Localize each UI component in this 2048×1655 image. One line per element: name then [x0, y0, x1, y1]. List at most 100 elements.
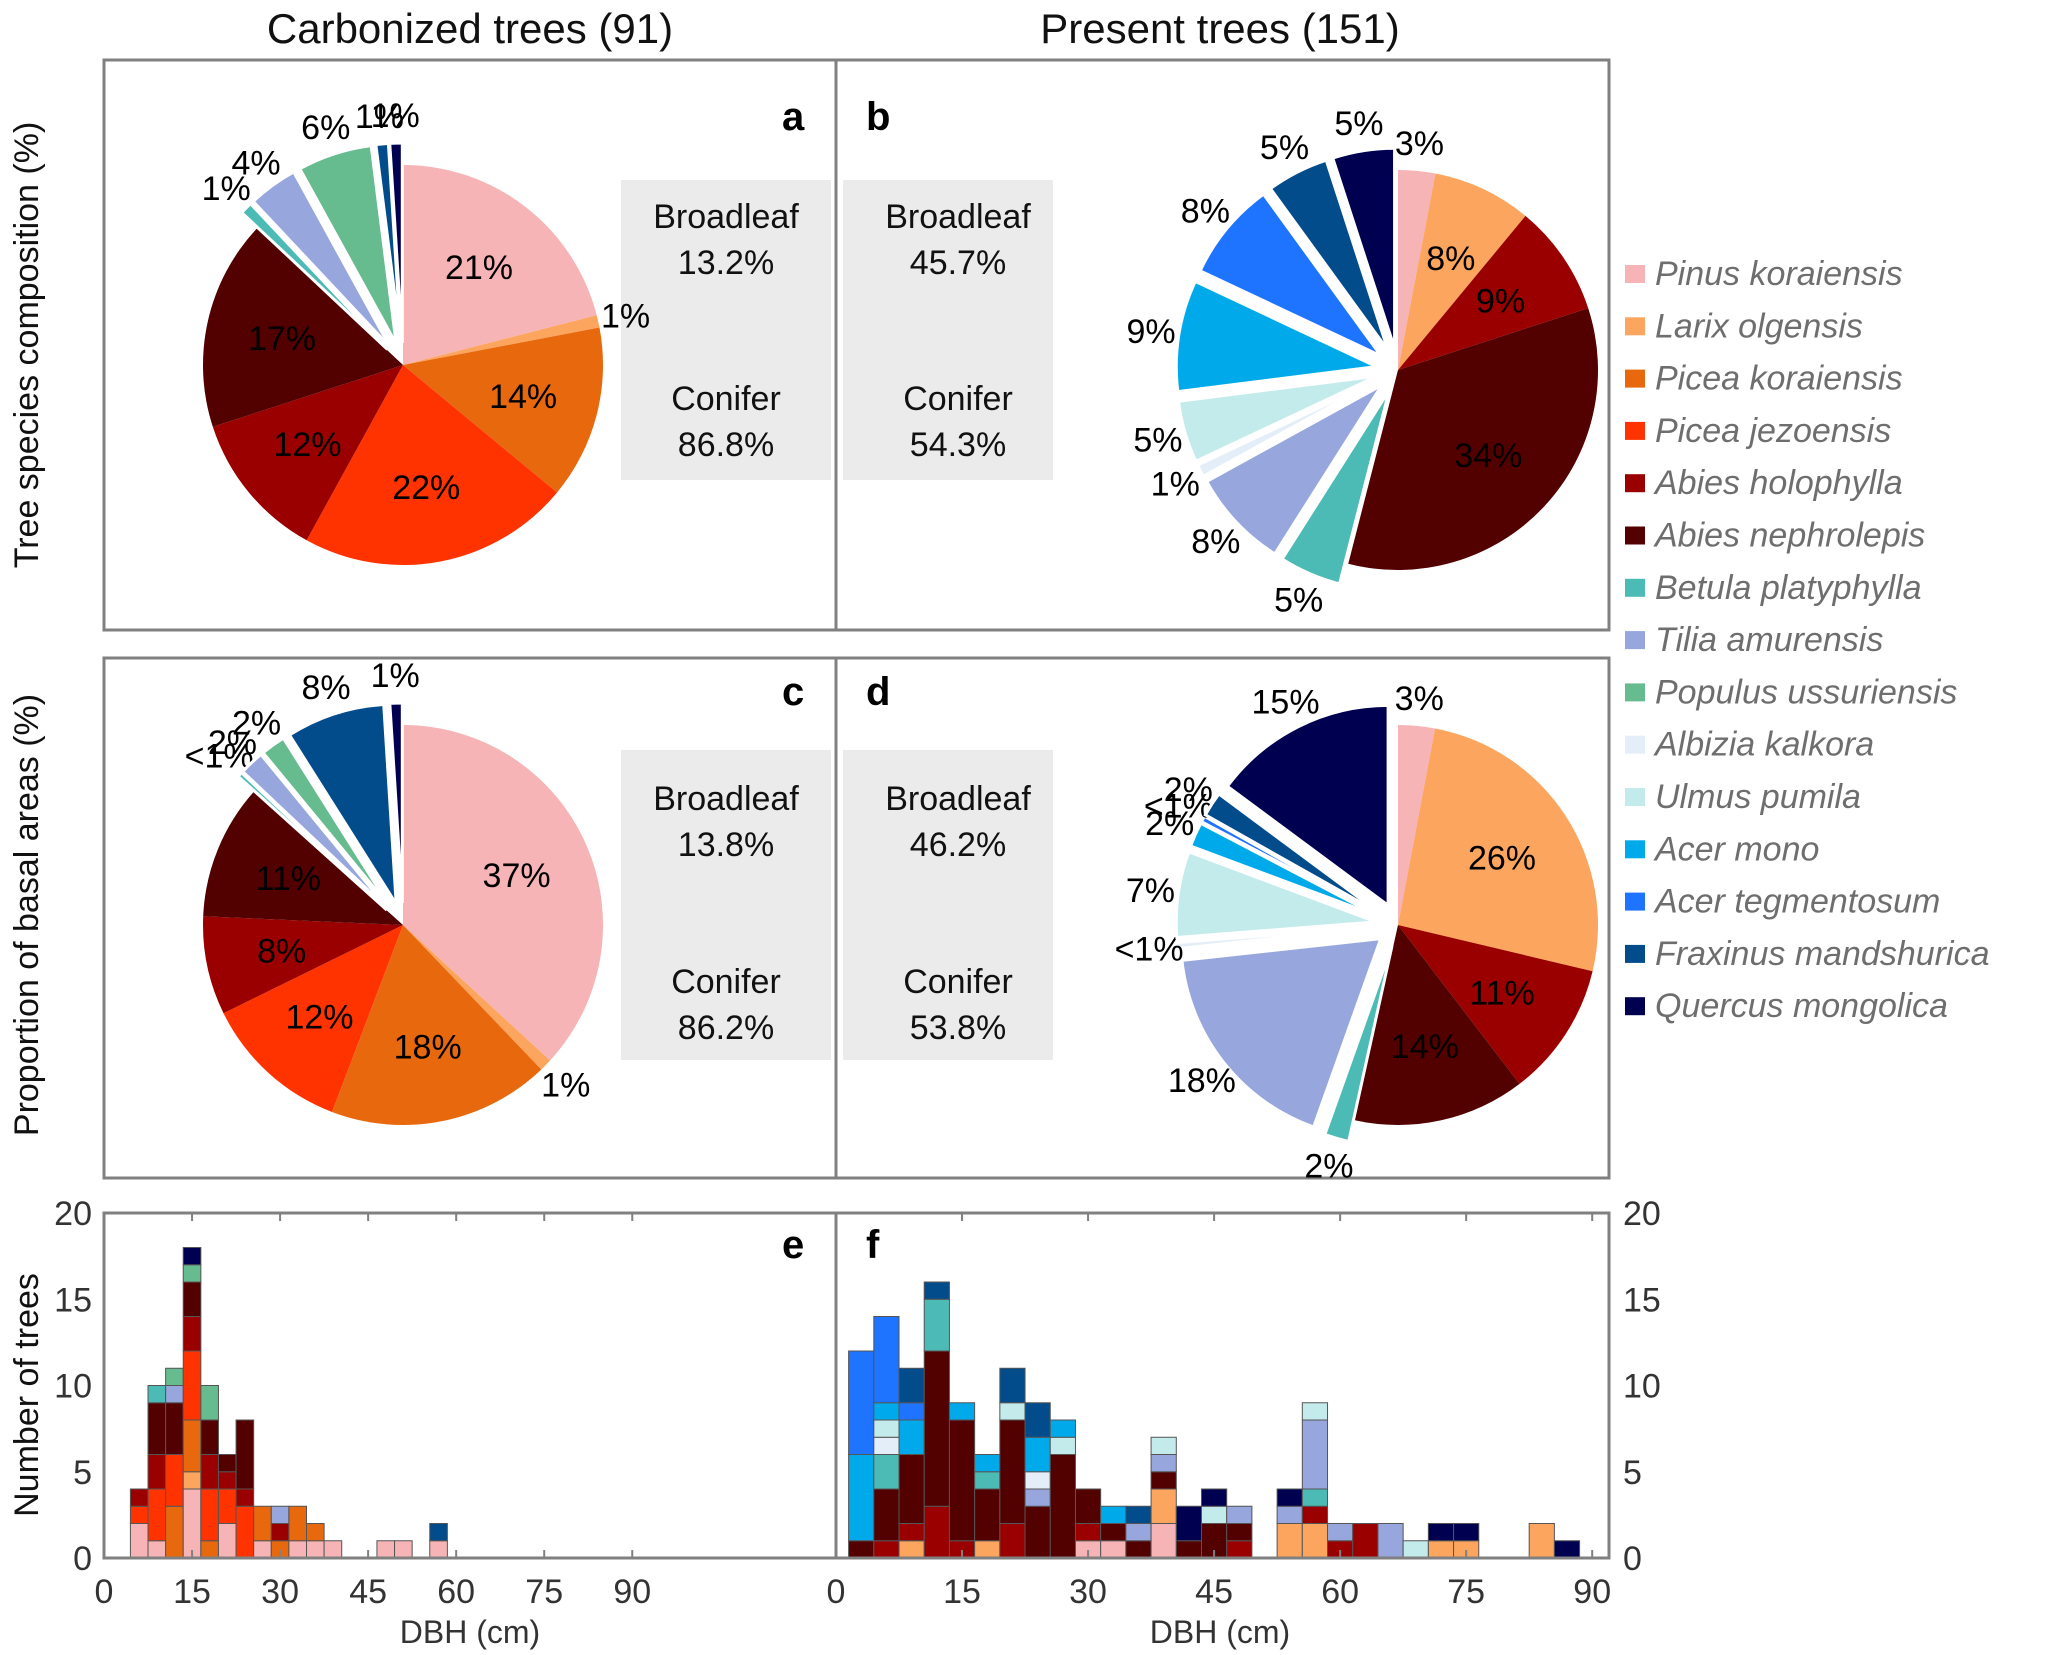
bar-segment-abies-holophylla: [999, 1523, 1026, 1559]
panel-letter-a: a: [782, 95, 805, 139]
bar-segment-abies-nephrolepis: [948, 1419, 976, 1542]
legend-item-acer-mono: Acer mono: [1625, 830, 1819, 868]
pie-slice-ulmus-pumila: [1176, 374, 1378, 464]
bar-segment-quercus-mongolica: [1553, 1540, 1581, 1559]
bar-segment-abies-nephrolepis: [974, 1488, 1001, 1542]
y-tick-label: 5: [73, 1454, 92, 1492]
pie-slice-fraxinus-mandshurica: [1203, 791, 1381, 915]
x-tick-label: 15: [943, 1573, 981, 1611]
pie-slice-acer-tegmentosum: [1199, 814, 1380, 916]
ylabel-composition: Tree species composition (%): [8, 122, 46, 569]
legend-item-acer-tegmentosum: Acer tegmentosum: [1625, 883, 1940, 921]
legend-label: Picea jezoensis: [1655, 412, 1891, 450]
pie-label-albizia-kalkora: 1%: [1151, 465, 1200, 503]
bar-segment-acer-tegmentosum: [898, 1402, 925, 1421]
legend-label: Abies nephrolepis: [1653, 517, 1925, 555]
bar-segment-larix-olgensis: [974, 1540, 1001, 1559]
bar-segment-larix-olgensis: [1528, 1523, 1555, 1559]
bar-segment-abies-holophylla: [1301, 1505, 1329, 1524]
pie-slice-populus-ussuriensis: [260, 735, 392, 909]
bar-segment-larix-olgensis: [1276, 1523, 1303, 1559]
pie-slice-pinus-koraiensis: [1398, 170, 1436, 370]
pie-slice-pinus-koraiensis: [403, 725, 603, 1061]
legend-item-picea-jezoensis: Picea jezoensis: [1625, 412, 1891, 450]
legend-swatch: [1625, 265, 1645, 283]
pie-slice-quercus-mongolica: [1225, 703, 1390, 909]
pie-label-betula-platyphylla: 2%: [1304, 1147, 1353, 1185]
bar-segment-abies-nephrolepis: [1150, 1471, 1177, 1490]
bar-segment-acer-mono: [873, 1402, 900, 1421]
conifer-value: 53.8%: [910, 1009, 1006, 1047]
bar-segment-abies-holophylla: [1352, 1523, 1379, 1559]
pie-slice-abies-nephrolepis: [202, 228, 403, 427]
pie-label-pinus-koraiensis: 21%: [445, 249, 513, 287]
legend-swatch: [1625, 892, 1645, 911]
pie-label-picea-koraiensis: 14%: [489, 378, 557, 416]
x-tick-label: 30: [1069, 1573, 1107, 1611]
legend-item-tilia-amurensis: Tilia amurensis: [1625, 621, 1883, 659]
legend-swatch: [1625, 526, 1645, 545]
bar-segment-fraxinus-mandshurica: [429, 1523, 448, 1542]
legend-label: Populus ussuriensis: [1655, 673, 1957, 711]
pie-slice-abies-holophylla: [202, 916, 403, 1014]
legend-label: Abies holophylla: [1653, 464, 1903, 502]
legend-item-ulmus-pumila: Ulmus pumila: [1625, 778, 1861, 816]
pie-slice-tilia-amurensis: [1180, 936, 1383, 1129]
pie-slice-larix-olgensis: [403, 925, 551, 1070]
pie-label-albizia-kalkora: <1%: [1115, 930, 1184, 968]
bar-segment-abies-nephrolepis: [999, 1419, 1026, 1524]
pie-slice-picea-jezoensis: [306, 365, 558, 565]
legend-item-populus-ussuriensis: Populus ussuriensis: [1625, 673, 1957, 711]
bar-segment-tilia-amurensis: [1276, 1505, 1303, 1524]
x-tick-label: 90: [1573, 1573, 1611, 1611]
bar-segment-picea-jezoensis: [182, 1350, 202, 1421]
pie-slice-betula-platyphylla: [1280, 389, 1391, 586]
legend-label: Acer tegmentosum: [1653, 883, 1940, 921]
bar-segment-pinus-koraiensis: [288, 1540, 307, 1559]
pie-label-picea-jezoensis: 22%: [392, 469, 460, 507]
bar-segment-populus-ussuriensis: [165, 1367, 184, 1386]
bar-segment-tilia-amurensis: [1150, 1454, 1177, 1473]
bar-segment-picea-koraiensis: [165, 1505, 184, 1559]
y-tick-label: 10: [1623, 1368, 1661, 1406]
y-tick-label: 20: [54, 1195, 92, 1233]
x-tick-label: 30: [261, 1573, 299, 1611]
pie-slice-tilia-amurensis: [1204, 383, 1384, 556]
pie-chart-d: 3%26%11%14%2%18%<1%7%2%<1%2%15%: [1115, 680, 1598, 1185]
x-tick-label: 75: [525, 1573, 563, 1611]
pie-slice-pinus-koraiensis: [403, 165, 597, 365]
bar-segment-abies-nephrolepis: [923, 1350, 950, 1507]
bar-segment-betula-platyphylla: [1301, 1488, 1329, 1507]
bar-segment-tilia-amurensis: [1125, 1523, 1152, 1542]
x-tick-label: 60: [1321, 1573, 1359, 1611]
bar-segment-abies-nephrolepis: [147, 1402, 167, 1455]
pie-label-abies-holophylla: 11%: [1469, 974, 1535, 1012]
legend-label: Picea koraiensis: [1655, 360, 1903, 398]
bar-segment-abies-nephrolepis: [235, 1419, 255, 1490]
bar-segment-fraxinus-mandshurica: [898, 1367, 925, 1404]
bar-segment-larix-olgensis: [1301, 1523, 1329, 1559]
bar-segment-abies-nephrolepis: [1125, 1540, 1152, 1559]
panel-letter-e: e: [782, 1223, 804, 1267]
bar-segment-tilia-amurensis: [1024, 1488, 1051, 1507]
bar-segment-pinus-koraiensis: [306, 1540, 325, 1559]
bar-segment-fraxinus-mandshurica: [999, 1367, 1026, 1404]
pie-label-fraxinus-mandshurica: 5%: [1260, 129, 1309, 167]
legend-item-fraxinus-mandshurica: Fraxinus mandshurica: [1625, 935, 1989, 973]
pie-label-quercus-mongolica: 15%: [1252, 684, 1320, 722]
bar-segment-fraxinus-mandshurica: [923, 1281, 950, 1300]
conifer-value: 86.8%: [678, 426, 774, 464]
bar-segment-abies-holophylla: [270, 1523, 290, 1542]
bar-segment-larix-olgensis: [1427, 1540, 1455, 1559]
bar-segment-larix-olgensis: [898, 1540, 925, 1559]
bar-segment-abies-nephrolepis: [1074, 1488, 1102, 1524]
bar-segment-tilia-amurensis: [1327, 1523, 1354, 1542]
x-tick-label: 45: [1195, 1573, 1233, 1611]
bar-segment-pinus-koraiensis: [129, 1523, 149, 1559]
bar-segment-albizia-kalkora: [1024, 1471, 1051, 1490]
pie-label-fraxinus-mandshurica: 1%: [355, 98, 404, 136]
pie-chart-c: 37% 1% 18% 12% 8% 11% <1%2%2% 8% 1%: [185, 657, 603, 1125]
bar-segment-larix-olgensis: [1150, 1488, 1177, 1524]
species-legend: Pinus koraiensis Larix olgensis Picea kora…: [1625, 255, 1989, 1025]
bar-segment-albizia-kalkora: [873, 1436, 900, 1455]
